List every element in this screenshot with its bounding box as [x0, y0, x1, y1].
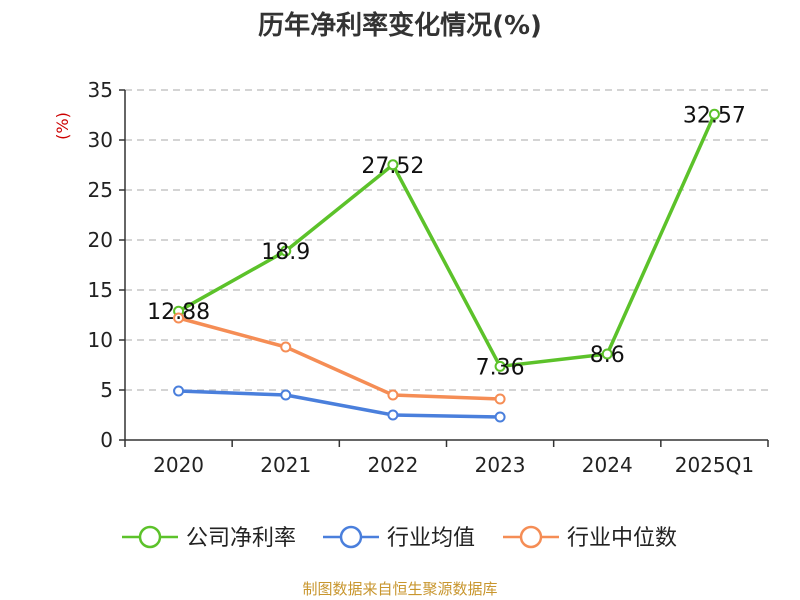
x-tick-label-2023: 2023	[475, 453, 526, 477]
legend-marker-2	[519, 525, 543, 549]
x-tick-label-2022: 2022	[367, 453, 418, 477]
legend-label-2: 行业中位数	[567, 526, 677, 551]
y-tick-label: 20	[88, 228, 113, 252]
series-2-point-0	[173, 312, 185, 324]
x-tick-label-2021: 2021	[260, 453, 311, 477]
data-label-5: 32.57	[683, 103, 746, 128]
chart-title: 历年净利率变化情况(%)	[258, 10, 542, 41]
y-tick-label: 5	[100, 378, 113, 402]
series-0-point-2	[387, 159, 399, 171]
series-1-point-1	[280, 389, 292, 401]
y-tick-label: 25	[88, 178, 113, 202]
data-labels: 12.88 18.9 27.52 7.36 8.6 32.57	[147, 103, 746, 380]
x-tick-label-2025Q1: 2025Q1	[675, 453, 754, 477]
series-2-point-1	[280, 341, 292, 353]
y-tick-label: 10	[88, 328, 113, 352]
series-1-point-0	[173, 385, 185, 397]
data-label-4: 8.6	[590, 343, 625, 368]
data-label-2: 27.52	[361, 154, 424, 179]
series-0-point-1	[280, 245, 292, 257]
axes: 0 5 10 15 20 25 30 35 2020 2021 2022 2023 2024 2025Q1	[88, 78, 769, 477]
y-tick-label: 35	[88, 78, 113, 102]
series-line-0	[176, 112, 717, 369]
y-tick-label: 30	[88, 128, 113, 152]
source-note: 制图数据来自恒生聚源数据库	[302, 580, 497, 598]
y-tick-label: 0	[100, 428, 113, 452]
series-0-point-4	[601, 348, 613, 360]
series-1-point-2	[387, 409, 399, 421]
grid-lines	[125, 89, 768, 391]
legend-label-0: 公司净利率	[186, 526, 296, 551]
y-axis-label: (%)	[53, 112, 72, 140]
series-1-point-3	[494, 411, 506, 423]
legend-marker-0	[138, 525, 162, 549]
series-line-2	[176, 316, 502, 401]
data-label-0: 12.88	[147, 300, 210, 325]
legend: 公司净利率 行业均值 行业中位数	[122, 525, 677, 551]
legend-marker-1	[339, 525, 363, 549]
y-tick-label: 15	[88, 278, 113, 302]
x-tick-label-2024: 2024	[582, 453, 633, 477]
series-0-point-3	[494, 360, 506, 372]
series-lines	[173, 108, 720, 423]
series-0-point-5	[708, 108, 720, 120]
x-tick-label-2020: 2020	[153, 453, 204, 477]
legend-label-1: 行业均值	[387, 526, 475, 551]
data-label-3: 7.36	[476, 355, 525, 380]
series-2-point-2	[387, 389, 399, 401]
series-line-1	[176, 389, 502, 419]
data-label-1: 18.9	[261, 240, 310, 265]
series-2-point-3	[494, 393, 506, 405]
